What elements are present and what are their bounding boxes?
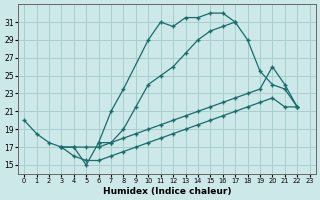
X-axis label: Humidex (Indice chaleur): Humidex (Indice chaleur) — [103, 187, 231, 196]
